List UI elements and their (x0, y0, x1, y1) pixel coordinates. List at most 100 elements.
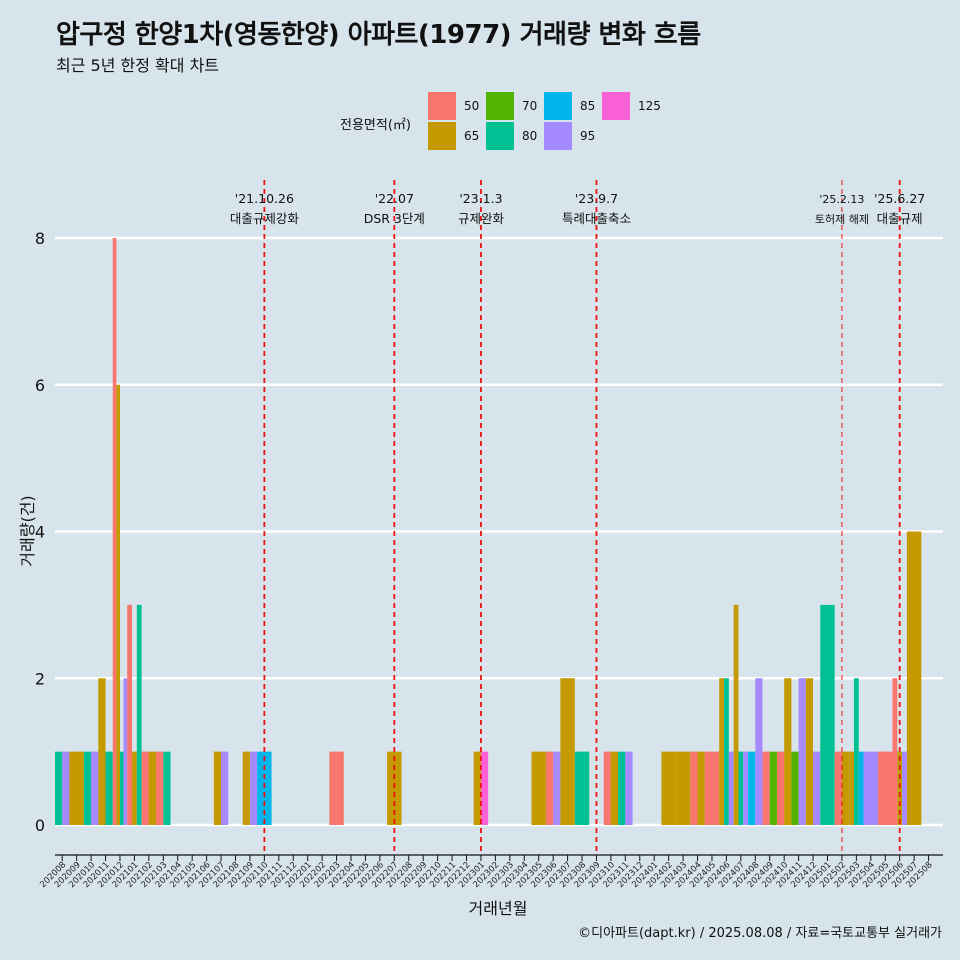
bar-202008-80 (55, 751, 63, 825)
legend-key (486, 122, 514, 150)
bar-202407-95 (743, 751, 749, 825)
bar-202102-65 (148, 751, 157, 825)
legend-label: 95 (580, 129, 596, 143)
bar-202008-95 (62, 751, 70, 825)
bar-202503-85 (858, 751, 864, 825)
legend-title: 전용면적(㎡) (340, 118, 411, 133)
bar-202012-50 (112, 238, 117, 825)
bar-202101-65 (132, 751, 137, 825)
bar-202406-65 (719, 678, 725, 825)
bar-202009-65 (69, 751, 84, 825)
bar-202308-80 (574, 751, 590, 825)
bar-202012-95 (123, 678, 128, 825)
bar-202411-70 (791, 751, 799, 825)
bar-202410-50 (776, 751, 785, 825)
y-axis: 0 2 4 6 8 (35, 229, 45, 835)
chart-subtitle: 최근 5년 한정 확대 차트 (56, 56, 220, 75)
bar-202407-80 (738, 751, 744, 825)
y-axis-label: 거래량(건) (18, 495, 37, 566)
bar-202504-95 (863, 751, 879, 825)
bar-202402-65 (661, 751, 676, 825)
event-date: '23.1.3 (459, 191, 502, 206)
bar-202411-95 (798, 678, 806, 825)
bar-202203-50 (329, 751, 344, 825)
bar-202101-50 (127, 604, 133, 825)
bar-202107-95 (221, 751, 229, 825)
bar-202409-50 (762, 751, 770, 825)
bar-202507-65 (906, 531, 922, 825)
event-date: '25.6.27 (874, 191, 925, 206)
bar-202109-65 (242, 751, 250, 825)
bar-202301-125 (480, 751, 489, 825)
legend-label: 125 (638, 99, 661, 113)
bar-202506-65 (897, 751, 903, 825)
bar-202406-95 (728, 751, 734, 825)
bar-202301-65 (473, 751, 481, 825)
y-tick-label: 4 (35, 523, 45, 542)
y-tick-label: 0 (35, 816, 45, 835)
y-tick-label: 2 (35, 669, 45, 688)
bar-202506-50 (892, 678, 898, 825)
bar-202412-95 (813, 751, 821, 825)
bar-202405-50 (704, 751, 720, 825)
bar-202012-80 (119, 751, 124, 825)
bar-202207-65 (387, 751, 402, 825)
bar-202505-50 (878, 751, 893, 825)
bar-202310-50 (603, 751, 611, 825)
legend-item-125: 125 (602, 92, 661, 120)
bar-202107-65 (213, 751, 222, 825)
legend-item-85: 85 (544, 92, 595, 120)
grid-lines (55, 236, 943, 827)
event-label: DSR 3단계 (364, 211, 425, 226)
bar-202305-65 (531, 751, 546, 825)
event-date: '22.07 (375, 191, 414, 206)
bar-202101-80 (136, 604, 142, 825)
bar-202408-85 (748, 751, 756, 825)
legend-key (428, 92, 456, 120)
bar-202506-95 (902, 751, 907, 825)
bar-202306-50 (545, 751, 554, 825)
y-tick-label: 8 (35, 229, 45, 248)
bar-202306-95 (553, 751, 561, 825)
legend-key (544, 122, 572, 150)
legend-label: 50 (464, 99, 480, 113)
bar-202407-65 (733, 604, 739, 825)
bar-202502-50 (834, 751, 842, 825)
bar-202404-65 (697, 751, 705, 825)
x-axis-label: 거래년월 (469, 899, 528, 918)
legend-label: 65 (464, 129, 480, 143)
bar-202011-80 (105, 751, 113, 825)
legend-key (428, 122, 456, 150)
event-label: 특례대출축소 (562, 211, 631, 226)
bar-202311-95 (625, 751, 633, 825)
legend-item-50: 50 (428, 92, 479, 120)
legend-item-80: 80 (486, 122, 537, 150)
bar-202503-65 (849, 751, 854, 825)
bar-202409-70 (769, 751, 777, 825)
legend-label: 85 (580, 99, 596, 113)
event-label: 대출규제강화 (230, 211, 300, 226)
chart-title: 압구정 한양1차(영동한양) 아파트(1977) 거래량 변화 흐름 (56, 20, 701, 50)
legend-item-70: 70 (486, 92, 537, 120)
x-axis: 2020082020092020102020112020122021012021… (38, 854, 943, 890)
bar-202502-65 (841, 751, 850, 825)
bar-202103-80 (163, 751, 171, 825)
bar-202103-50 (156, 751, 164, 825)
bar-202011-65 (98, 678, 106, 825)
legend-label: 80 (522, 129, 538, 143)
legend-key (486, 92, 514, 120)
legend-key (602, 92, 630, 120)
event-label: 규제완화 (458, 211, 505, 226)
legend-item-95: 95 (544, 122, 595, 150)
bar-202403-65 (675, 751, 691, 825)
bars (55, 238, 922, 825)
bar-202012-65 (116, 384, 120, 825)
event-label: 대출규제 (877, 211, 923, 226)
bar-202410-65 (784, 678, 792, 825)
event-date: '23.9.7 (575, 191, 618, 206)
event-date: '25.2.13 (819, 193, 864, 206)
bar-202404-50 (690, 751, 698, 825)
source-caption: ©디아파트(dapt.kr) / 2025.08.08 / 자료=국토교통부 실… (578, 926, 942, 941)
bar-202408-95 (755, 678, 763, 825)
